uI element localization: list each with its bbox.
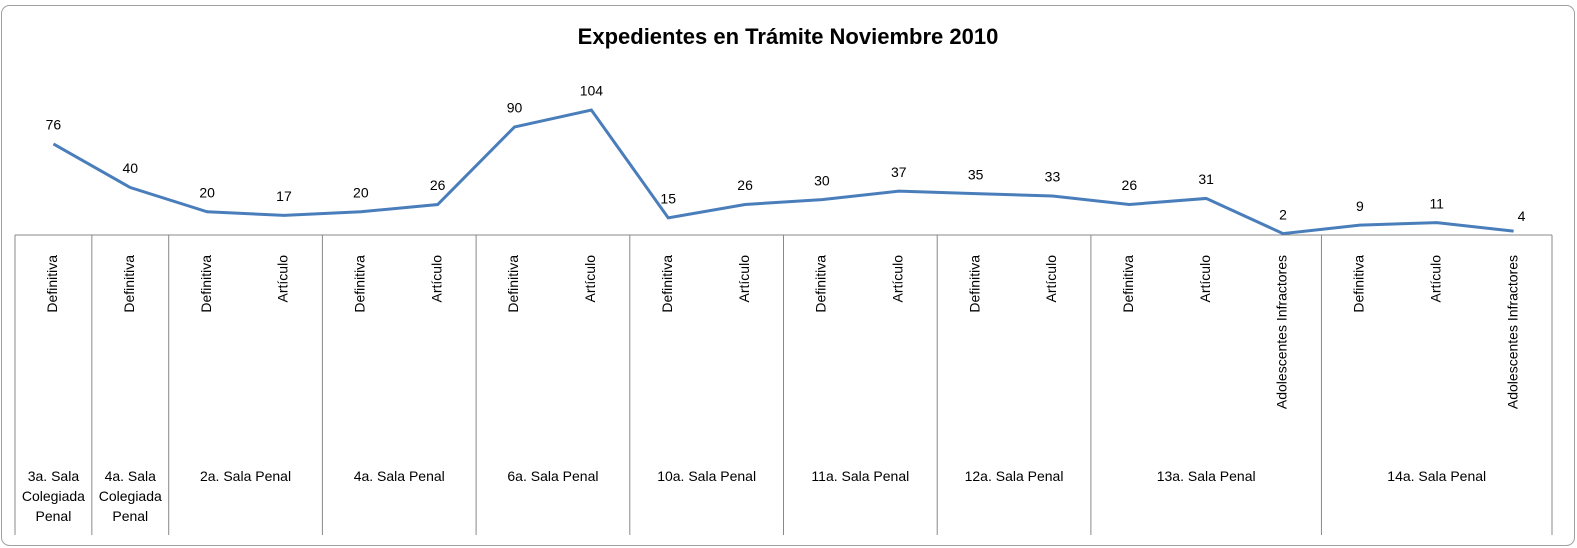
data-label: 76 <box>46 117 62 133</box>
data-label: 90 <box>507 100 523 116</box>
category-label: Artículo <box>582 255 598 303</box>
data-label: 9 <box>1356 198 1364 214</box>
data-label: 17 <box>276 188 292 204</box>
category-label: Definitiva <box>198 255 214 313</box>
chart-border <box>1 5 1575 546</box>
data-label: 20 <box>353 184 369 200</box>
chart-title: Expedientes en Trámite Noviembre 2010 <box>578 24 999 49</box>
data-label: 37 <box>891 164 907 180</box>
group-label: 11a. Sala Penal <box>811 468 910 484</box>
data-label: 33 <box>1045 169 1061 185</box>
category-label: Definitiva <box>1351 255 1367 313</box>
group-label: 2a. Sala Penal <box>199 468 292 484</box>
data-label: 20 <box>199 184 215 200</box>
data-label: 26 <box>430 177 446 193</box>
group-label: 10a. Sala Penal <box>657 468 757 484</box>
category-label: Artículo <box>1197 255 1213 303</box>
category-label: Adolescentes Infractores <box>1504 255 1520 409</box>
category-label: Artículo <box>889 255 905 303</box>
data-label: 2 <box>1279 206 1287 222</box>
data-label: 30 <box>814 172 830 188</box>
data-label: 4 <box>1518 208 1526 224</box>
category-label: Artículo <box>275 255 291 303</box>
group-label: 12a. Sala Penal <box>964 468 1064 484</box>
data-label: 31 <box>1198 171 1214 187</box>
data-label: 26 <box>1122 177 1138 193</box>
category-label: Definitiva <box>659 255 675 313</box>
group-label: 3a. Sala Colegiada Penal <box>21 468 85 524</box>
category-label: Artículo <box>1427 255 1443 303</box>
group-label: 13a. Sala Penal <box>1156 468 1256 484</box>
category-label: Definitiva <box>966 255 982 313</box>
data-label: 11 <box>1429 195 1444 211</box>
data-label: 15 <box>660 191 676 207</box>
data-label: 104 <box>580 83 604 99</box>
line-series <box>52 108 1514 236</box>
category-label: Artículo <box>1043 255 1059 303</box>
category-label: Artículo <box>428 255 444 303</box>
category-label: Definitiva <box>352 255 368 313</box>
group-label: 6a. Sala Penal <box>507 468 599 484</box>
category-label: Definitiva <box>121 255 137 313</box>
group-label: 4a. Sala Colegiada Penal <box>98 468 162 524</box>
category-label: Definitiva <box>1120 255 1136 313</box>
category-label: Adolescentes Infractores <box>1274 255 1290 409</box>
group-label: 14a. Sala Penal <box>1387 468 1487 484</box>
data-label: 35 <box>968 166 984 182</box>
data-label: 26 <box>737 177 753 193</box>
category-label: Definitiva <box>44 255 60 313</box>
group-label: 4a. Sala Penal <box>353 468 445 484</box>
category-label: Artículo <box>736 255 752 303</box>
data-label: 40 <box>122 160 138 176</box>
category-label: Definitiva <box>813 255 829 313</box>
category-label: Definitiva <box>505 255 521 313</box>
